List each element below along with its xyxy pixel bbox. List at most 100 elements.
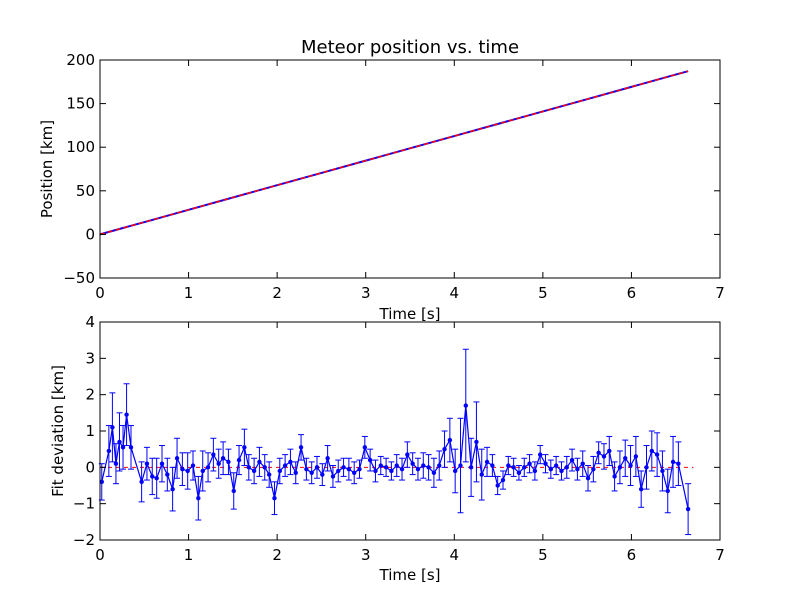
deviation-point [362,445,368,450]
deviation-x-tick-label: 0 [95,546,105,564]
deviation-point [522,465,527,470]
deviation-point [516,470,522,475]
deviation-point [246,465,251,470]
deviation-point [124,412,129,417]
deviation-point [389,468,394,474]
deviation-point [633,454,639,459]
deviation-point [180,466,185,472]
deviation-point [150,474,155,479]
deviation-point [474,439,479,445]
deviation-point [410,461,415,466]
deviation-point [638,486,644,492]
position-x-tick-label: 1 [184,284,194,302]
position-y-tick-label: 50 [76,182,95,200]
deviation-point [272,496,277,501]
position-y-tick-label: −50 [63,269,95,287]
deviation-x-tick-label: 6 [627,546,637,564]
deviation-point [538,452,543,457]
deviation-point [154,476,159,481]
deviation-point [591,466,596,472]
deviation-point [251,468,257,474]
deviation-point [442,446,447,452]
position-x-tick-label: 0 [95,284,105,302]
deviation-y-tick-label: −2 [73,531,95,549]
deviation-x-tick-label: 5 [538,546,548,564]
deviation-point [236,457,242,463]
position-x-tick-label: 7 [715,284,725,302]
deviation-point [293,470,298,475]
deviation-point [170,486,175,492]
chart-title: Meteor position vs. time [301,37,519,58]
deviation-point [484,459,490,465]
deviation-point [106,448,112,454]
deviation-point [330,474,336,479]
deviation-point [612,474,617,479]
deviation-point [580,461,585,466]
deviation-point [649,448,654,454]
deviation-point [257,459,262,465]
deviation-point [628,463,633,468]
deviation-point [553,463,559,468]
deviation-point [196,496,201,501]
deviation-x-axis-label: Time [s] [379,566,441,584]
deviation-point [569,457,575,463]
deviation-point [378,463,383,468]
deviation-point [527,461,532,466]
deviation-point [644,465,649,470]
deviation-point [190,463,196,468]
deviation-point [128,445,134,450]
deviation-x-tick-label: 4 [450,546,460,564]
deviation-point [220,456,226,461]
deviation-point [99,479,104,485]
deviation-point [415,466,421,472]
deviation-point [211,452,216,457]
deviation-point [357,466,362,472]
deviation-point [490,463,495,468]
deviation-point [660,468,665,474]
position-y-axis-label: Position [km] [38,120,56,218]
position-x-tick-label: 3 [361,284,371,302]
deviation-point [216,461,221,466]
deviation-series-group [98,348,694,536]
deviation-point [447,437,453,443]
deviation-ticks: 0 1 2 3 4 5 6 7 −2 −1 0 1 2 3 4 [73,313,725,564]
position-x-tick-label: 6 [627,284,637,302]
position-plot-frame [99,59,721,279]
deviation-point [352,470,357,475]
deviation-point [399,466,405,472]
position-y-tick-label: 0 [85,225,95,243]
deviation-point [367,457,373,463]
deviation-point [623,456,628,461]
deviation-y-tick-label: 1 [85,422,95,440]
position-x-tick-label: 2 [272,284,282,302]
deviation-point [325,456,330,461]
deviation-point [676,461,681,466]
position-x-tick-label: 5 [538,284,548,302]
deviation-point [277,468,282,474]
deviation-point [113,461,119,466]
deviation-point [242,445,247,450]
deviation-point [314,465,320,470]
deviation-point [117,439,122,445]
deviation-point [463,403,468,408]
deviation-point [617,465,623,470]
deviation-point [165,472,170,477]
deviation-point [426,465,431,470]
deviation-point [226,459,231,465]
deviation-point [458,463,463,468]
deviation-point [601,454,607,459]
deviation-point [200,468,205,474]
deviation-point [205,465,211,470]
deviation-point [309,470,314,475]
deviation-point [394,463,399,468]
deviation-point [159,461,165,466]
deviation-point [437,463,442,468]
deviation-line [101,405,689,510]
deviation-point [495,483,500,488]
deviation-point [282,463,288,468]
deviation-point [500,477,506,483]
deviation-point [174,456,180,461]
position-fit-line [99,70,689,236]
